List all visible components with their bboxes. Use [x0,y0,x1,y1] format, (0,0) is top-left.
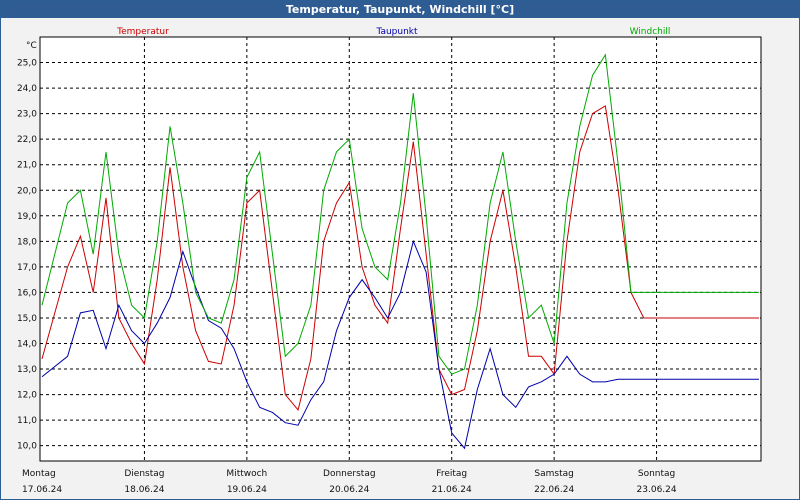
y-axis-ticks: 10,0 11,0 12,0 13,0 14,0 15,0 16,0 17,0 18,0 19,0… [17,59,37,452]
legend-entry: Temperatur [116,27,169,37]
x-date-label: 22.06.24 [534,485,574,495]
y-tick-label: 24,0 [17,84,37,94]
legend-entry: Taupunkt [375,27,418,37]
y-tick-label: 19,0 [17,212,37,222]
y-tick-label: 25,0 [17,59,37,69]
plot-area [39,36,762,462]
x-day-label: Montag [22,469,56,479]
y-tick-label: 14,0 [17,340,37,350]
y-tick-label: 15,0 [17,314,37,324]
x-day-label: Donnerstag [323,469,376,479]
x-axis-labels: Montag 17.06.24 Dienstag 18.06.24 Mittwoch 19… [22,469,677,495]
legend: Temperatur Taupunkt Windchill [116,27,670,37]
series-line-windchill [41,53,759,375]
chart-title: Temperatur, Taupunkt, Windchill [°C] [1,1,799,18]
x-date-label: 20.06.24 [329,485,369,495]
x-date-label: 19.06.24 [227,485,267,495]
x-date-label: 17.06.24 [22,485,62,495]
y-tick-label: 16,0 [17,288,37,298]
y-tick-label: 18,0 [17,237,37,247]
x-date-label: 18.06.24 [124,485,164,495]
x-day-label: Sonntag [638,469,675,479]
y-tick-label: 12,0 [17,391,37,401]
x-day-label: Samstag [534,469,573,479]
y-tick-label: 10,0 [17,442,37,452]
series-line-taupunkt [41,239,759,450]
x-date-label: 21.06.24 [432,485,472,495]
y-tick-label: 13,0 [17,365,37,375]
y-tick-label: 22,0 [17,135,37,145]
grid-lines [40,37,761,461]
series-line-temperatur [41,105,759,411]
x-day-label: Mittwoch [226,469,267,479]
legend-entry: Windchill [630,27,671,37]
series-lines [41,53,759,450]
y-unit-label: °C [26,41,37,51]
x-day-label: Dienstag [124,469,164,479]
y-tick-label: 20,0 [17,186,37,196]
y-tick-label: 17,0 [17,263,37,273]
x-date-label: 23.06.24 [637,485,677,495]
y-tick-label: 21,0 [17,161,37,171]
y-tick-label: 23,0 [17,110,37,120]
y-tick-label: 11,0 [17,416,37,426]
x-day-label: Freitag [436,469,467,479]
